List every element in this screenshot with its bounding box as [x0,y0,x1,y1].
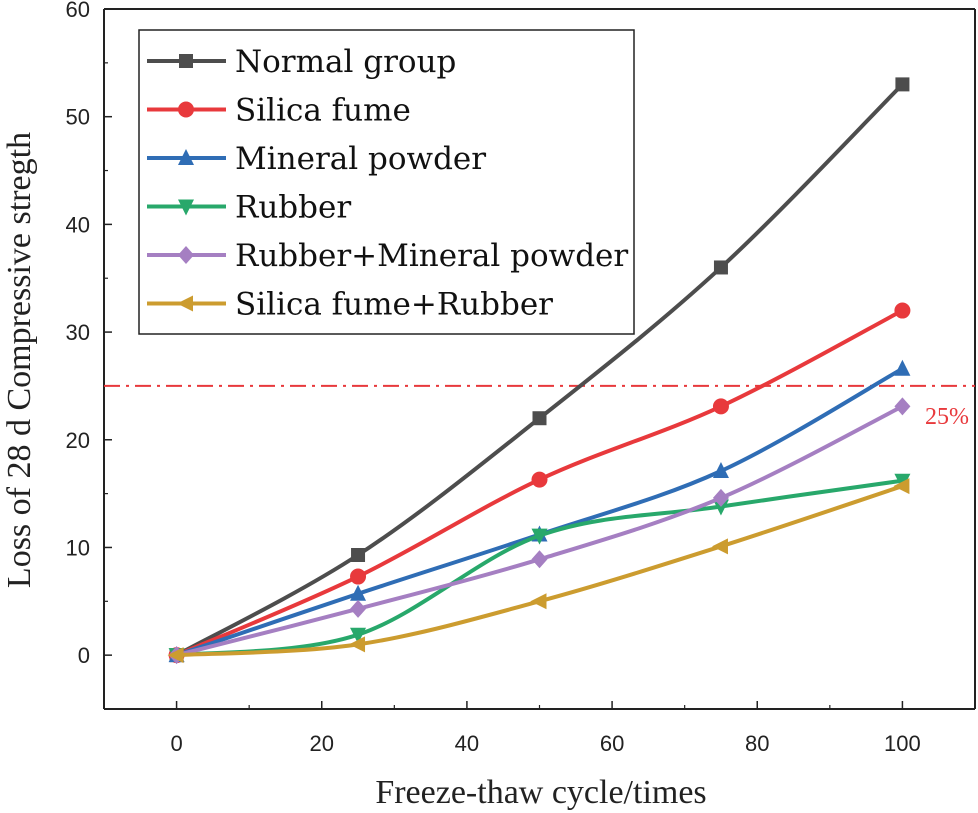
legend-label-rubber: Rubber [235,190,351,226]
reference-line-group: 25% [104,384,975,430]
axes: 0 20 40 60 80 100 0 10 20 30 40 50 60 [66,0,976,756]
data-point-silica-fume-rubber [711,538,728,555]
x-tick-label: 100 [884,731,921,756]
x-tick-label: 80 [745,731,769,756]
reference-line-label: 25% [925,404,969,430]
data-point-rubber-mineral-powder [350,599,367,618]
x-tick-label: 20 [310,731,334,756]
data-point-mineral-powder [894,359,911,376]
data-point-normal-group [351,548,366,562]
x-tick-label: 40 [455,731,479,756]
legend-box [138,29,635,335]
series-rubber [168,473,911,665]
data-point-rubber-mineral-powder [712,488,729,507]
series-line-silica-fume-rubber [176,484,904,658]
legend-marker-rubber-mineral-powder [178,246,194,264]
data-point-silica-fume-rubber [349,636,366,653]
legend-label-rubber-mineral-powder: Rubber+Mineral powder [235,238,628,274]
y-tick-label: 10 [66,535,90,560]
data-point-normal-group [713,260,728,275]
data-point-silica-fume-rubber [167,647,184,664]
data-point-rubber [712,499,729,516]
data-point-silica-fume-rubber [530,593,547,610]
y-tick-label: 30 [66,320,90,345]
series-group [167,77,911,665]
legend-marker-silica-fume-rubber [177,295,193,312]
data-point-rubber-mineral-powder [894,397,911,416]
y-tick-label: 40 [66,212,90,237]
x-axis-title: Freeze-thaw cycle/times [375,774,706,811]
y-tick-label: 60 [66,0,90,22]
data-point-silica-fume [350,568,367,585]
y-axis-title: Loss of 28 d Compressive stregth [1,132,38,588]
data-point-mineral-powder [712,462,729,478]
data-point-normal-group [895,77,910,92]
data-point-silica-fume [894,302,911,319]
data-point-rubber [350,627,367,644]
data-point-mineral-powder [350,584,367,601]
series-silica-fume [168,302,911,664]
legend-marker-rubber [178,199,194,216]
legend-label-silica-fume-rubber: Silica fume+Rubber [235,287,553,323]
y-tick-label: 20 [66,428,90,453]
legend-marker-mineral-powder [178,149,194,165]
series-silica-fume-rubber [167,478,910,664]
series-mineral-powder [168,359,911,663]
legend-label-silica-fume: Silica fume [235,93,411,129]
data-point-normal-group [532,411,547,426]
data-point-silica-fume [531,471,548,488]
data-point-rubber [531,528,548,545]
legend-label-mineral-powder: Mineral powder [235,141,486,177]
legend-marker-silica-fume [178,101,194,118]
x-tick-label: 60 [600,731,624,756]
data-point-silica-fume [712,398,729,415]
y-tick-label: 50 [66,105,90,130]
x-tick-label: 0 [170,731,182,756]
legend: Normal group Silica fume Mineral powder Rub… [138,29,635,335]
data-point-silica-fume-rubber [893,478,910,495]
y-tick-label: 0 [78,643,90,668]
data-point-rubber-mineral-powder [531,550,548,569]
legend-marker-normal-group [179,54,193,68]
legend-label-normal-group: Normal group [235,44,456,80]
